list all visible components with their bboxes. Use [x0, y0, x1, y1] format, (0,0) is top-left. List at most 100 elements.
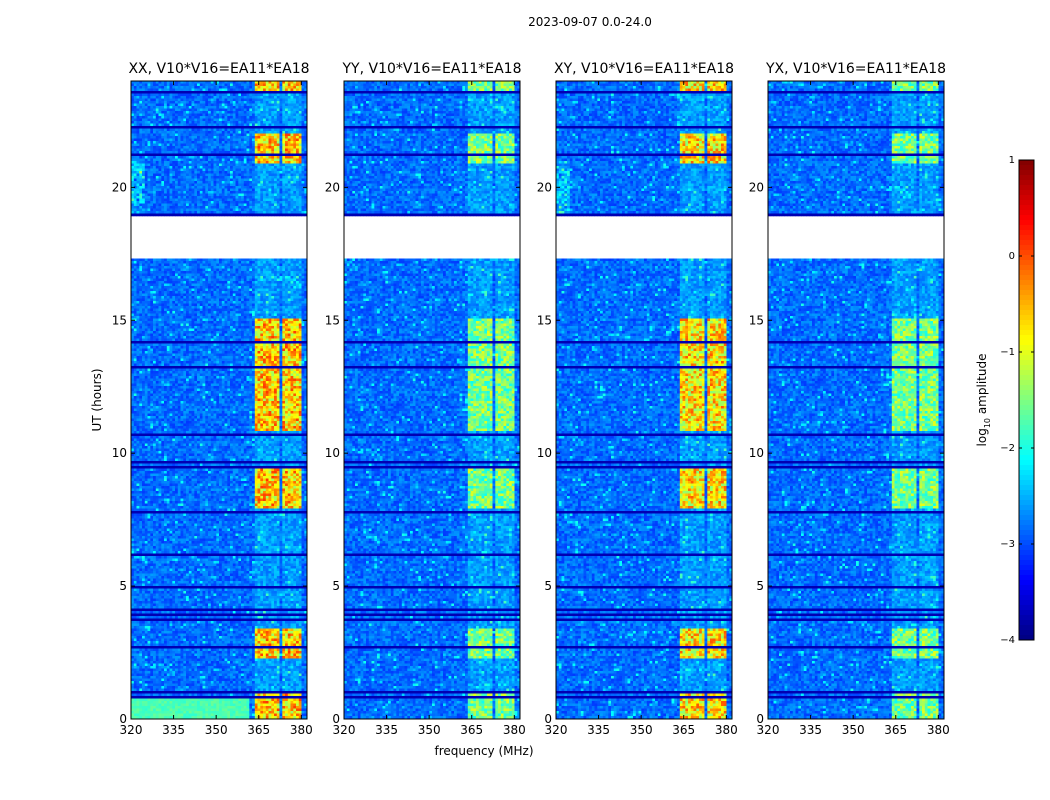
heat-cell [225, 89, 228, 92]
heat-cell [200, 91, 203, 94]
heat-cell [233, 96, 236, 99]
waterfall-image [131, 81, 307, 719]
heat-cell [139, 86, 142, 89]
heat-cell [137, 94, 140, 97]
heat-cell [288, 104, 291, 107]
heat-cell [181, 86, 184, 89]
heat-cell [145, 91, 148, 94]
heat-cell [216, 101, 219, 104]
heat-cell [285, 94, 288, 97]
heat-cell [175, 94, 178, 97]
heat-cell [271, 94, 274, 97]
heat-cell [181, 106, 184, 109]
heat-cell [194, 99, 197, 102]
heat-cell [164, 104, 167, 107]
heat-cell [208, 84, 211, 87]
heat-cell [197, 89, 200, 92]
heat-cell [137, 101, 140, 104]
heat-cell [280, 94, 283, 97]
heat-cell [159, 96, 162, 99]
heat-cell [150, 106, 153, 109]
heat-cell [263, 104, 266, 107]
heat-cell [145, 96, 148, 99]
heat-cell [194, 89, 197, 92]
heat-cell [291, 89, 294, 92]
heat-cell [203, 101, 206, 104]
heat-cell [266, 86, 269, 89]
heat-cell [181, 96, 184, 99]
heat-cell [216, 99, 219, 102]
heat-cell [197, 94, 200, 97]
heat-cell [170, 106, 173, 109]
heat-cell [293, 89, 296, 92]
heat-cell [208, 99, 211, 102]
heat-cell [148, 104, 151, 107]
heat-cell [236, 96, 239, 99]
heat-cell [139, 84, 142, 87]
figure: 2023-09-07 0.0-24.0 XX, V10*V16=EA11*EA1… [0, 0, 1050, 800]
heat-cell [216, 91, 219, 94]
heat-cell [153, 106, 156, 109]
heat-cell [291, 91, 294, 94]
heat-cell [186, 89, 189, 92]
heat-cell [233, 91, 236, 94]
heat-cell [216, 104, 219, 107]
heat-cell [178, 89, 181, 92]
heat-cell [293, 101, 296, 104]
heat-cell [148, 84, 151, 87]
heat-cell [236, 104, 239, 107]
heat-cell [178, 84, 181, 87]
heat-cell [148, 94, 151, 97]
heat-cell [288, 96, 291, 99]
heat-cell [159, 84, 162, 87]
heat-cell [288, 86, 291, 89]
heat-cell [170, 84, 173, 87]
heat-cell [159, 101, 162, 104]
heat-cell [225, 104, 228, 107]
heat-cell [260, 101, 263, 104]
heat-cell [285, 96, 288, 99]
heat-cell [148, 86, 151, 89]
heat-cell [148, 99, 151, 102]
heat-cell [227, 89, 230, 92]
heat-cell [186, 84, 189, 87]
heat-cell [205, 99, 208, 102]
heat-cell [269, 86, 272, 89]
heat-cell [134, 99, 137, 102]
heat-cell [175, 89, 178, 92]
heat-cell [208, 101, 211, 104]
heat-cell [150, 89, 153, 92]
heat-cell [164, 84, 167, 87]
heat-cell [156, 96, 159, 99]
heat-cell [227, 94, 230, 97]
heat-cell [205, 104, 208, 107]
heat-cell [211, 101, 214, 104]
heat-cell [197, 91, 200, 94]
heat-cell [247, 84, 250, 87]
heat-cell [216, 94, 219, 97]
heat-cell [186, 91, 189, 94]
heat-cell [299, 99, 302, 102]
heat-cell [230, 94, 233, 97]
heat-cell [219, 99, 222, 102]
heat-cell [277, 89, 280, 92]
heat-cell [208, 94, 211, 97]
heat-cell [211, 91, 214, 94]
heat-cell [271, 84, 274, 87]
heat-cell [291, 101, 294, 104]
heat-cell [222, 94, 225, 97]
heat-cell [236, 89, 239, 92]
heat-cell [247, 86, 250, 89]
heat-cell [139, 96, 142, 99]
heat-cell [167, 94, 170, 97]
heat-cell [291, 84, 294, 87]
heat-cell [241, 84, 244, 87]
heat-cell [255, 101, 258, 104]
heat-cell [233, 94, 236, 97]
heat-cell [194, 86, 197, 89]
heat-cell [197, 84, 200, 87]
heat-cell [233, 99, 236, 102]
heat-cell [172, 91, 175, 94]
heat-cell [200, 84, 203, 87]
heat-cell [183, 96, 186, 99]
